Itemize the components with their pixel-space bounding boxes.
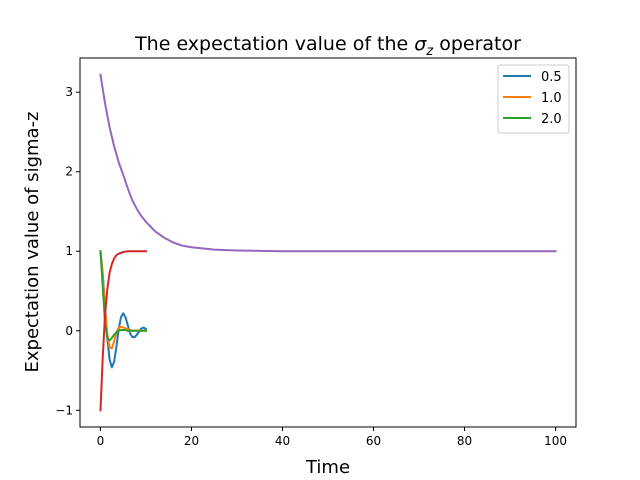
- x-tick-label: 0: [97, 434, 105, 448]
- legend-label: 2.0: [541, 112, 562, 127]
- y-tick-label: 3: [65, 85, 73, 99]
- x-tick-label: 40: [275, 434, 290, 448]
- y-axis-label: Expectation value of sigma-z: [22, 112, 43, 373]
- axis-ticks: 0 20 40 60 80 100 −1 0 1 2 3: [55, 85, 567, 448]
- legend-label: 1.0: [541, 91, 562, 106]
- chart-title: The expectation value of the σz operator: [134, 33, 521, 59]
- x-axis-label: Time: [305, 457, 350, 478]
- y-tick-label: 0: [65, 324, 73, 338]
- legend-label: 0.5: [541, 70, 562, 85]
- series-line-5: [99, 73, 557, 253]
- y-tick-label: 1: [65, 244, 73, 258]
- series-line-4: [99, 250, 147, 412]
- x-tick-label: 20: [184, 434, 199, 448]
- y-tick-label: −1: [55, 403, 73, 417]
- plot-area: [99, 73, 557, 412]
- series-line-1: [99, 250, 148, 369]
- x-tick-label: 60: [366, 434, 381, 448]
- x-tick-label: 100: [544, 434, 567, 448]
- y-tick-label: 2: [65, 165, 73, 179]
- series-line-3: [99, 250, 147, 342]
- legend-box: [497, 64, 570, 134]
- axes-frame: [79, 57, 577, 428]
- legend: 0.5 1.0 2.0: [497, 64, 570, 134]
- x-tick-label: 80: [457, 434, 472, 448]
